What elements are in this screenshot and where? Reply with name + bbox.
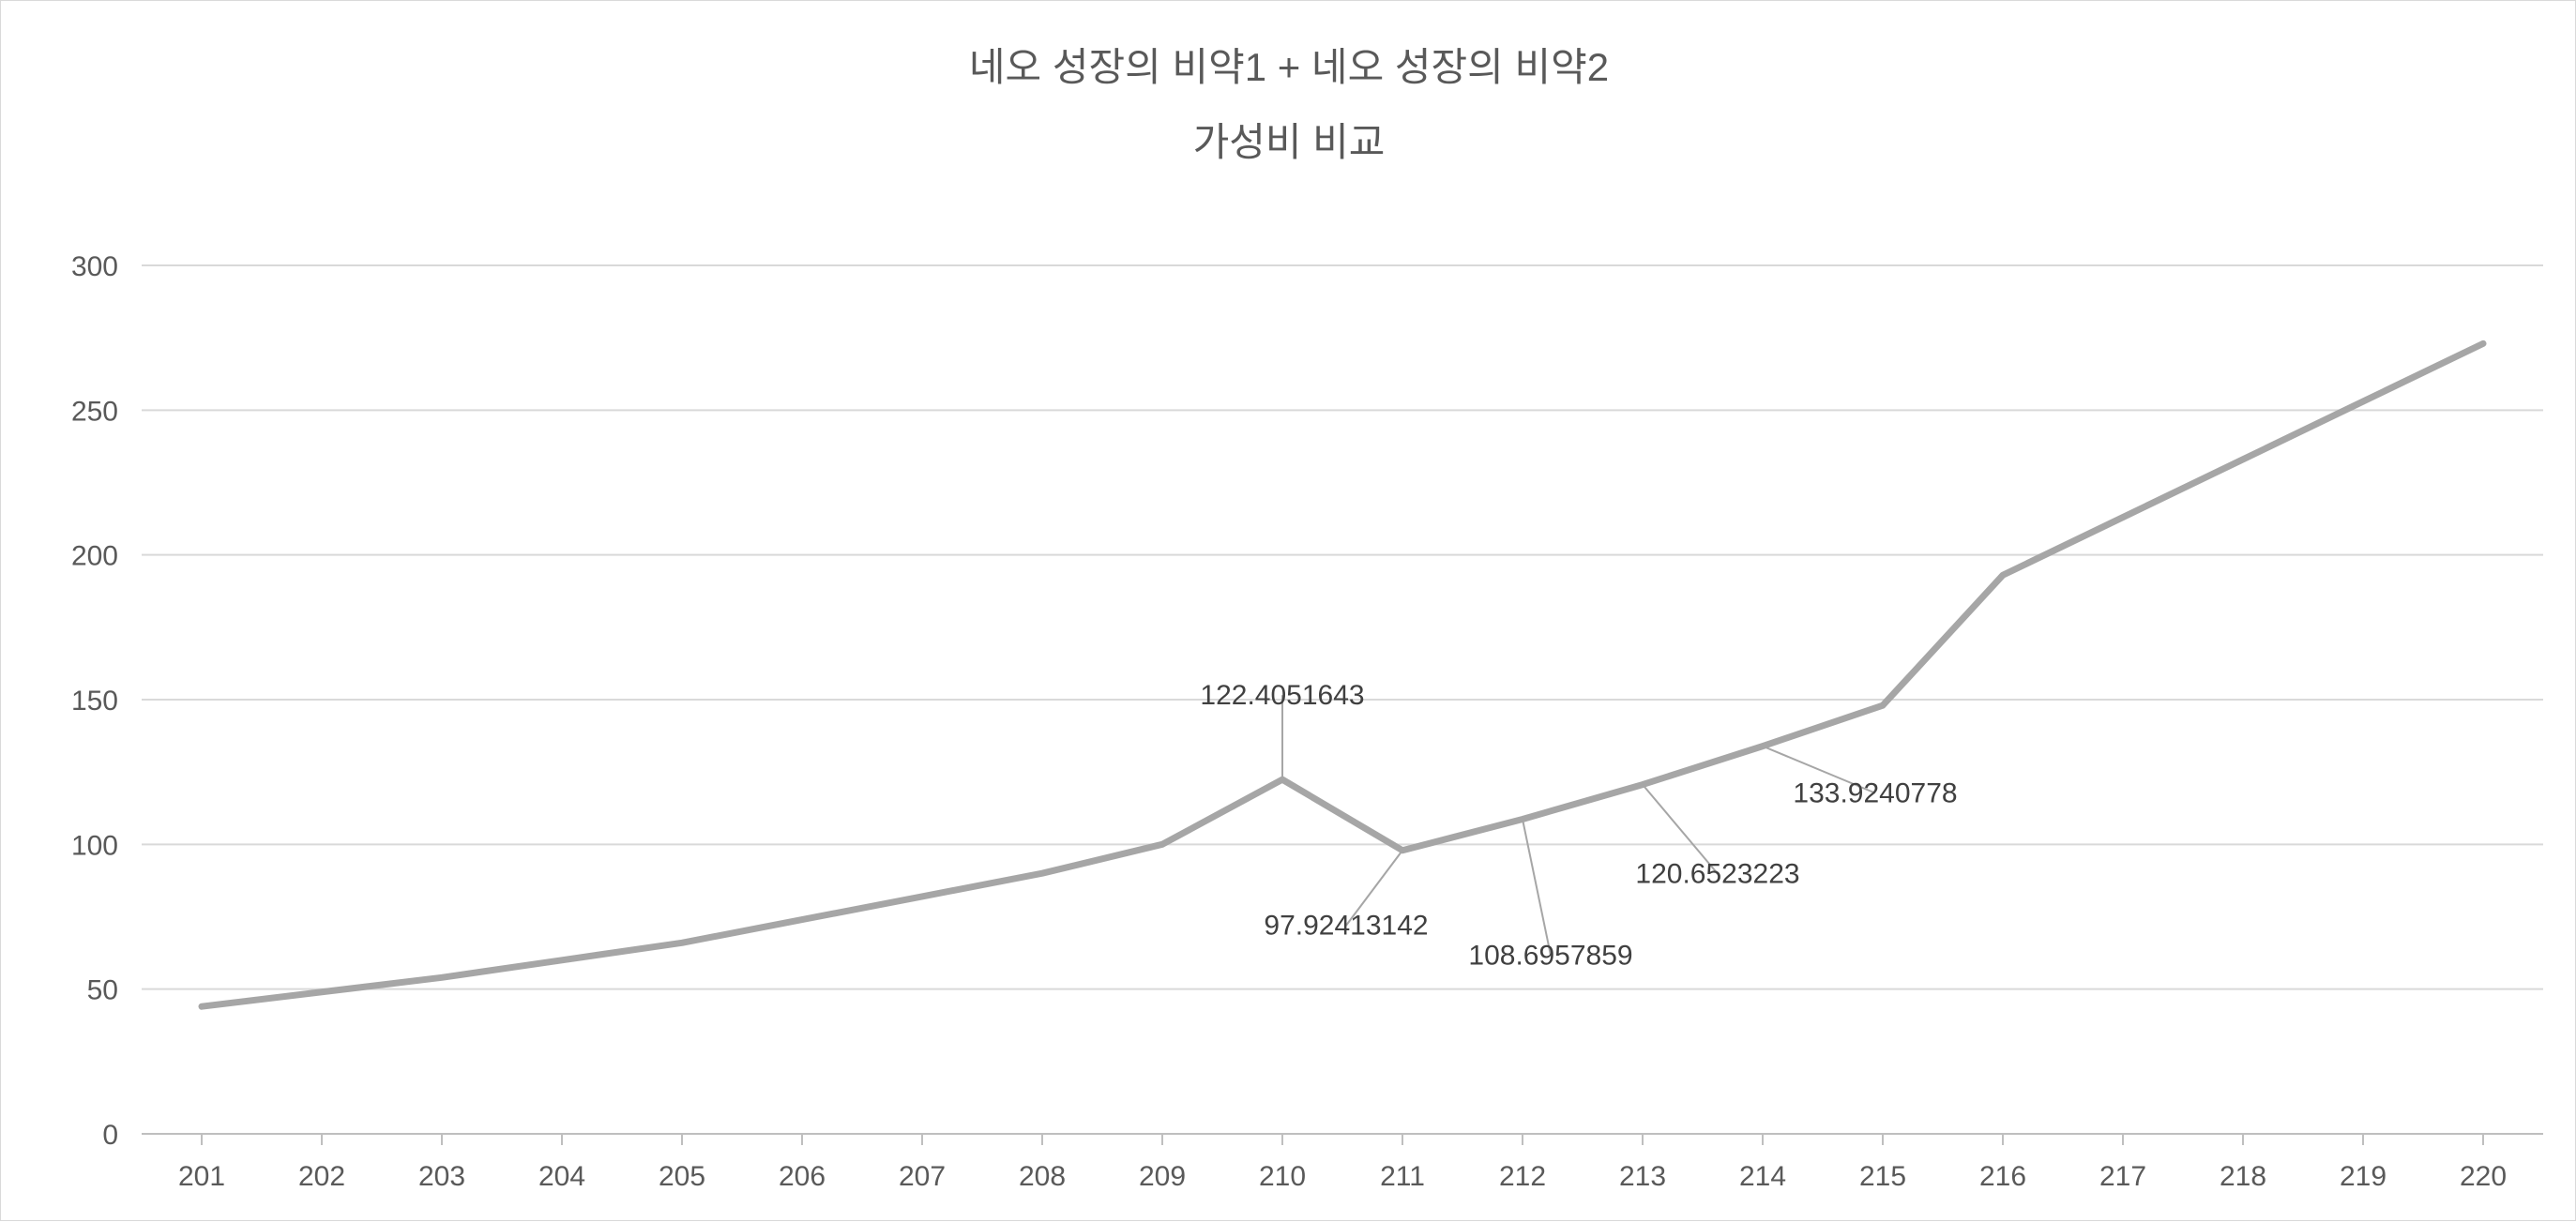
data-label: 108.6957859: [1468, 940, 1632, 971]
y-tick-label: 300: [71, 251, 118, 282]
y-tick-label: 50: [87, 975, 118, 1006]
y-tick-label: 100: [71, 830, 118, 861]
x-tick-label: 220: [2460, 1161, 2507, 1192]
x-tick-label: 208: [1019, 1161, 1066, 1192]
x-tick-label: 207: [899, 1161, 946, 1192]
y-tick-label: 200: [71, 541, 118, 572]
chart-title-line1: 네오 성장의 비약1 + 네오 성장의 비약2: [969, 45, 1609, 89]
data-label: 122.4051643: [1200, 680, 1364, 711]
data-label: 133.9240778: [1793, 778, 1957, 809]
line-chart: 0 50 100 150 200 250 300 201 202 203 204 205 206 207 2…: [1, 1, 2576, 1222]
data-label: 120.6523223: [1635, 859, 1799, 890]
x-tick-label: 209: [1139, 1161, 1186, 1192]
x-tick-label: 218: [2220, 1161, 2266, 1192]
x-tick-label: 219: [2340, 1161, 2387, 1192]
y-tick-label: 0: [102, 1120, 118, 1151]
x-tick-label: 215: [1859, 1161, 1906, 1192]
y-tick-label: 250: [71, 396, 118, 427]
data-label: 97.92413142: [1264, 911, 1428, 942]
x-tick-label: 213: [1619, 1161, 1666, 1192]
leader-line: [1523, 819, 1551, 955]
x-tick-label: 201: [178, 1161, 225, 1192]
x-tick-label: 202: [298, 1161, 345, 1192]
x-tick-label: 217: [2099, 1161, 2146, 1192]
x-tick-label: 214: [1739, 1161, 1786, 1192]
data-line: [202, 343, 2483, 1006]
chart-title-line2: 가성비 비교: [1193, 120, 1386, 164]
x-tick-label: 216: [1979, 1161, 2026, 1192]
x-tick-label: 205: [659, 1161, 705, 1192]
x-tick-label: 211: [1380, 1161, 1425, 1192]
chart-container: 0 50 100 150 200 250 300 201 202 203 204 205 206 207 2…: [0, 0, 2576, 1221]
x-tick-label: 206: [779, 1161, 826, 1192]
y-tick-label: 150: [71, 686, 118, 717]
x-tick-label: 204: [538, 1161, 585, 1192]
x-tick-label: 203: [418, 1161, 465, 1192]
x-tick-label: 210: [1259, 1161, 1306, 1192]
x-tick-label: 212: [1499, 1161, 1546, 1192]
